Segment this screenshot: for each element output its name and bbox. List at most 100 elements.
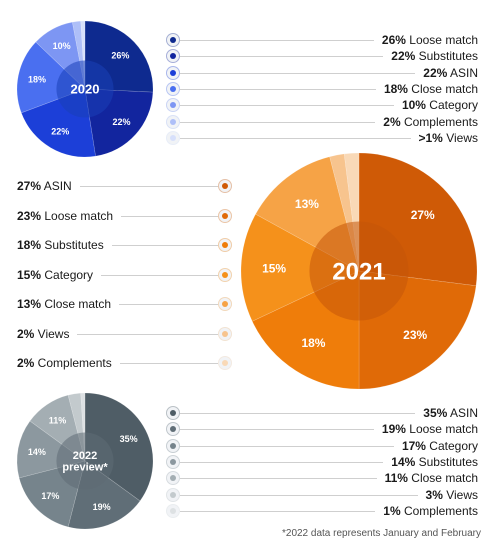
legend-value: 1% — [383, 503, 401, 518]
legend-leader-line — [180, 413, 416, 414]
legend-item: 10% Category — [166, 97, 478, 113]
legend-value: 22% — [391, 49, 416, 64]
legend-text: 35% ASIN — [423, 406, 478, 420]
legend-label: Complements — [400, 503, 478, 518]
legend-label: ASIN — [447, 406, 478, 420]
legend-text: 14% Substitutes — [391, 455, 478, 469]
legend-text: 1% Complements — [383, 504, 478, 518]
pie-center-circle — [56, 60, 114, 118]
slice-label: 11% — [49, 416, 67, 426]
legend-text: 26% Loose match — [382, 33, 478, 47]
legend-leader-line — [180, 510, 376, 512]
legend-item: 22% ASIN — [166, 65, 478, 81]
legend-value: >1% — [418, 130, 443, 145]
legend-label: Category — [41, 267, 94, 282]
legend-marker — [218, 238, 232, 252]
slice-label: 19% — [93, 502, 111, 512]
legend-2021: 27% ASIN 23% Loose match 18% Substitutes 15… — [17, 178, 232, 374]
slice-label: 22% — [51, 126, 69, 136]
slice-label: 26% — [111, 50, 129, 60]
legend-text: 18% Substitutes — [17, 238, 104, 252]
legend-leader-line — [119, 363, 218, 364]
legend-marker — [218, 297, 232, 311]
legend-item: 2% Complements — [166, 114, 478, 130]
pie-slice-category — [240, 213, 360, 322]
legend-item: >1% Views — [166, 130, 478, 146]
legend-label: ASIN — [447, 65, 478, 80]
legend-label: Category — [425, 438, 478, 453]
legend-marker — [166, 503, 180, 518]
legend-leader-line — [101, 274, 218, 276]
legend-text: 2% Complements — [383, 115, 478, 129]
legend-marker — [166, 406, 180, 420]
legend-leader-line — [77, 333, 218, 335]
legend-item: 35% ASIN — [166, 405, 478, 421]
slice-label: 10% — [53, 41, 71, 51]
legend-text: 15% Category — [17, 268, 93, 282]
legend-label: Loose match — [405, 33, 478, 47]
legend-item: 18% Close match — [166, 81, 478, 97]
legend-value: 35% — [423, 406, 448, 420]
legend-marker — [218, 356, 232, 370]
slice-label: 18% — [301, 336, 325, 350]
legend-label: Complements — [400, 114, 478, 129]
slice-label: 13% — [295, 197, 319, 211]
pie-center-circle — [309, 221, 409, 321]
legend-value: 26% — [381, 33, 406, 47]
legend-value: 11% — [384, 471, 408, 486]
legend-text: 18% Close match — [384, 82, 478, 96]
pie-center-label: preview* — [62, 462, 108, 474]
legend-leader-line — [180, 121, 376, 123]
legend-text: 22% Substitutes — [391, 49, 478, 63]
legend-text: 22% ASIN — [423, 66, 478, 80]
legend-item: 2% Views — [17, 326, 232, 342]
legend-item: 15% Category — [17, 267, 232, 283]
legend-leader-line — [121, 215, 218, 217]
pie-slice-asin — [84, 392, 154, 502]
pie-chart-2022: 35% 19% 17% 14% 11% 2022 preview* — [16, 392, 154, 530]
legend-marker — [166, 422, 180, 437]
legend-item: 22% Substitutes — [166, 48, 478, 64]
legend-marker — [166, 114, 180, 129]
legend-value: 18% — [17, 238, 42, 252]
legend-item: 1% Complements — [166, 503, 478, 519]
pie-center-label: 2020 — [71, 82, 100, 97]
legend-value: 19% — [381, 422, 406, 437]
legend-marker — [166, 130, 180, 145]
legend-marker — [218, 267, 232, 282]
legend-value: 23% — [17, 208, 42, 223]
legend-text: 17% Category — [402, 439, 478, 453]
legend-item: 19% Loose match — [166, 421, 478, 437]
legend-item: 3% Views — [166, 487, 478, 503]
legend-text: 13% Close match — [17, 297, 111, 311]
legend-leader-line — [180, 105, 394, 107]
legend-item: 14% Substitutes — [166, 454, 478, 470]
legend-marker — [218, 208, 232, 223]
legend-label: Category — [425, 98, 478, 113]
legend-text: 2% Views — [17, 327, 69, 341]
legend-marker — [166, 65, 180, 80]
legend-text: 19% Loose match — [382, 422, 478, 436]
legend-value: 27% — [17, 179, 42, 193]
legend-leader-line — [111, 245, 218, 246]
legend-marker — [166, 471, 180, 486]
slice-label: 15% — [262, 262, 286, 276]
legend-marker — [166, 98, 180, 113]
slice-label: 17% — [41, 491, 59, 501]
legend-value: 15% — [17, 267, 42, 282]
legend-label: Complements — [34, 356, 112, 370]
legend-value: 2% — [17, 326, 35, 341]
legend-item: 27% ASIN — [17, 178, 232, 194]
legend-leader-line — [180, 461, 384, 463]
legend-marker — [166, 438, 180, 453]
legend-value: 10% — [401, 98, 426, 113]
legend-value: 22% — [423, 65, 448, 80]
legend-label: Close match — [407, 471, 478, 486]
legend-label: Close match — [407, 81, 478, 96]
legend-item: 18% Substitutes — [17, 237, 232, 253]
legend-leader-line — [180, 429, 374, 431]
legend-marker — [166, 49, 180, 64]
legend-text: 2% Complements — [17, 356, 112, 370]
legend-marker — [166, 81, 180, 96]
